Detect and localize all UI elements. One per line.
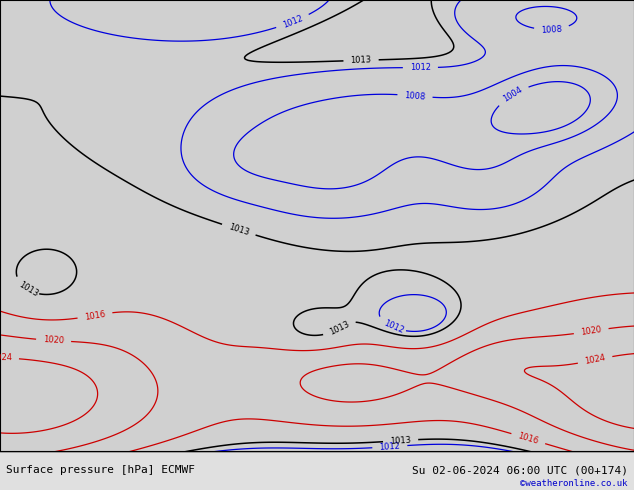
- Text: 1008: 1008: [404, 91, 426, 101]
- Text: Su 02-06-2024 06:00 UTC (00+174): Su 02-06-2024 06:00 UTC (00+174): [411, 466, 628, 475]
- Text: 1013: 1013: [228, 222, 250, 237]
- Text: 1024: 1024: [584, 353, 606, 367]
- Text: 1013: 1013: [328, 319, 351, 337]
- Text: 1024: 1024: [0, 353, 12, 363]
- Text: 1013: 1013: [390, 436, 411, 446]
- Text: 1008: 1008: [541, 24, 562, 34]
- Text: Surface pressure [hPa] ECMWF: Surface pressure [hPa] ECMWF: [6, 466, 195, 475]
- Text: 1020: 1020: [580, 325, 602, 337]
- Text: 1013: 1013: [351, 55, 372, 65]
- Text: 1004: 1004: [501, 85, 524, 104]
- Text: 1016: 1016: [517, 431, 540, 446]
- Text: 1013: 1013: [16, 280, 39, 299]
- Text: 1012: 1012: [410, 63, 431, 72]
- Text: 1008: 1008: [304, 463, 325, 473]
- Text: 1004: 1004: [442, 472, 463, 483]
- Text: 1012: 1012: [382, 319, 405, 336]
- Text: 1012: 1012: [379, 441, 401, 452]
- Text: 1016: 1016: [84, 309, 106, 321]
- Text: 1020: 1020: [43, 335, 65, 345]
- Text: ©weatheronline.co.uk: ©weatheronline.co.uk: [520, 479, 628, 488]
- Text: 1012: 1012: [281, 14, 304, 30]
